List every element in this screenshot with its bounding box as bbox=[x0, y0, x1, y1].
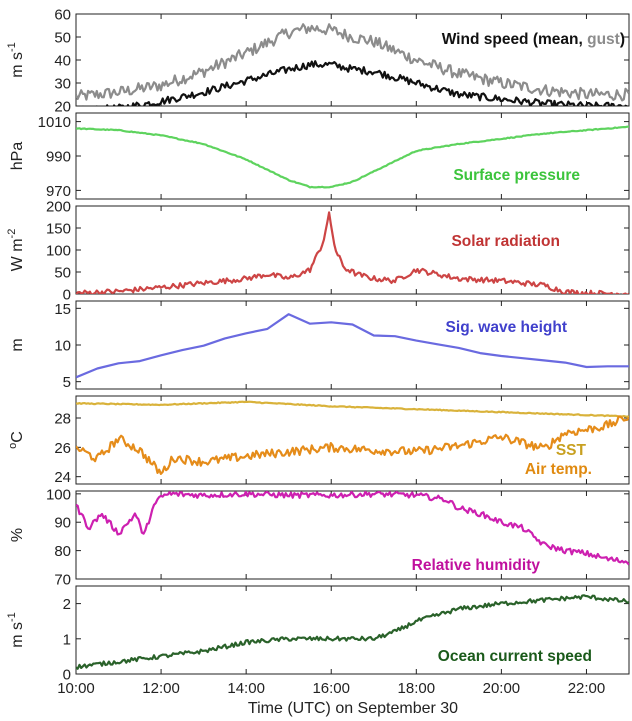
y-tick-label: 60 bbox=[54, 7, 71, 24]
panel-frame-solar bbox=[75, 205, 630, 295]
y-tick-label: 5 bbox=[63, 374, 71, 391]
y-tick-label: 0 bbox=[63, 667, 71, 684]
y-axis-label: % bbox=[9, 528, 26, 542]
panel-humidity: 70 80 90 100% Relative humidity bbox=[9, 486, 630, 589]
panel-label: Relative humidity bbox=[412, 557, 541, 574]
y-tick-label: 70 bbox=[54, 572, 71, 589]
y-tick-label: 0 bbox=[63, 287, 71, 304]
y-tick-label: 26 bbox=[54, 440, 71, 457]
panel-frame-humidity bbox=[75, 490, 630, 580]
y-tick-label: 1010 bbox=[38, 114, 71, 131]
y-tick-label: 1 bbox=[63, 631, 71, 648]
panel-label: Wind speed (mean, gust) bbox=[442, 31, 625, 48]
y-tick-label: 970 bbox=[46, 183, 71, 200]
series-line-solar-radiation bbox=[76, 211, 629, 294]
y-tick-label: 50 bbox=[54, 265, 71, 282]
y-tick-label: 20 bbox=[54, 99, 71, 116]
x-tick-label: 12:00 bbox=[142, 680, 180, 697]
y-tick-label: 200 bbox=[46, 199, 71, 216]
series-line-gust bbox=[76, 23, 629, 102]
panel-frame-pressure bbox=[75, 112, 630, 200]
y-axis-label: hPa bbox=[9, 142, 26, 171]
x-tick-label: 14:00 bbox=[227, 680, 265, 697]
y-tick-label: 24 bbox=[54, 469, 71, 486]
panel-current: 0 1 2 m s-1 Ocean current speed bbox=[6, 585, 630, 684]
y-tick-label: 30 bbox=[54, 76, 71, 93]
legend-label-air-temp: Air temp. bbox=[525, 461, 592, 478]
y-tick-label: 28 bbox=[54, 411, 71, 428]
y-axis-label: m s-1 bbox=[6, 42, 26, 78]
x-tick-label: 16:00 bbox=[312, 680, 350, 697]
y-tick-label: 50 bbox=[54, 30, 71, 47]
panel-label: Sig. wave height bbox=[446, 319, 567, 336]
series-line-sst bbox=[76, 400, 629, 418]
series-line-surface-pressure bbox=[76, 125, 629, 189]
panel-wind: 20 30 40 50 60 m s-1 Wind speed (mean, gust) bbox=[6, 7, 630, 116]
series-line-air-temp- bbox=[76, 415, 629, 475]
series-line-ocean-current-speed bbox=[76, 594, 629, 670]
series-line-mean bbox=[81, 60, 629, 106]
series-line-relative-humidity bbox=[76, 491, 629, 566]
y-tick-label: 15 bbox=[54, 301, 71, 318]
panel-frame-temperature bbox=[75, 395, 630, 485]
panel-temperature: 24 26 28 oC SST Air temp. bbox=[7, 395, 630, 486]
y-tick-label: 990 bbox=[46, 149, 71, 166]
panel-pressure: 970 990 1010 hPa Surface pressure bbox=[9, 112, 630, 200]
y-axis-label: W m-2 bbox=[6, 229, 26, 272]
y-axis-label: oC bbox=[7, 431, 26, 449]
panel-frame-current bbox=[75, 585, 630, 675]
y-tick-label: 100 bbox=[46, 243, 71, 260]
y-axis-label: m bbox=[9, 338, 26, 351]
panel-label: Ocean current speed bbox=[438, 648, 592, 665]
series-line-sig-wave-height bbox=[76, 313, 629, 379]
y-axis-label: m s-1 bbox=[6, 612, 26, 648]
y-tick-label: 40 bbox=[54, 53, 71, 70]
panel-wave: 5 10 15 m Sig. wave height bbox=[9, 300, 630, 391]
panel-label: Surface pressure bbox=[453, 167, 580, 184]
x-tick-label: 18:00 bbox=[398, 680, 436, 697]
panel-label: Solar radiation bbox=[451, 233, 560, 250]
y-tick-label: 90 bbox=[54, 515, 71, 532]
x-tick-label: 20:00 bbox=[483, 680, 521, 697]
x-axis: 10:00 12:00 14:00 16:00 18:00 20:00 22:00 bbox=[57, 680, 605, 697]
x-axis-label: Time (UTC) on September 30 bbox=[248, 700, 458, 717]
y-tick-label: 2 bbox=[63, 596, 71, 613]
y-tick-label: 10 bbox=[54, 338, 71, 355]
legend-label-sst: SST bbox=[556, 442, 587, 459]
x-tick-label: 10:00 bbox=[57, 680, 95, 697]
panel-solar: 0 50 100 150 200 W m-2 Solar radiation bbox=[6, 199, 630, 304]
y-tick-label: 100 bbox=[46, 486, 71, 503]
x-tick-label: 22:00 bbox=[568, 680, 606, 697]
panel-frame-wave bbox=[75, 300, 630, 390]
y-tick-label: 80 bbox=[54, 543, 71, 560]
y-tick-label: 150 bbox=[46, 221, 71, 238]
